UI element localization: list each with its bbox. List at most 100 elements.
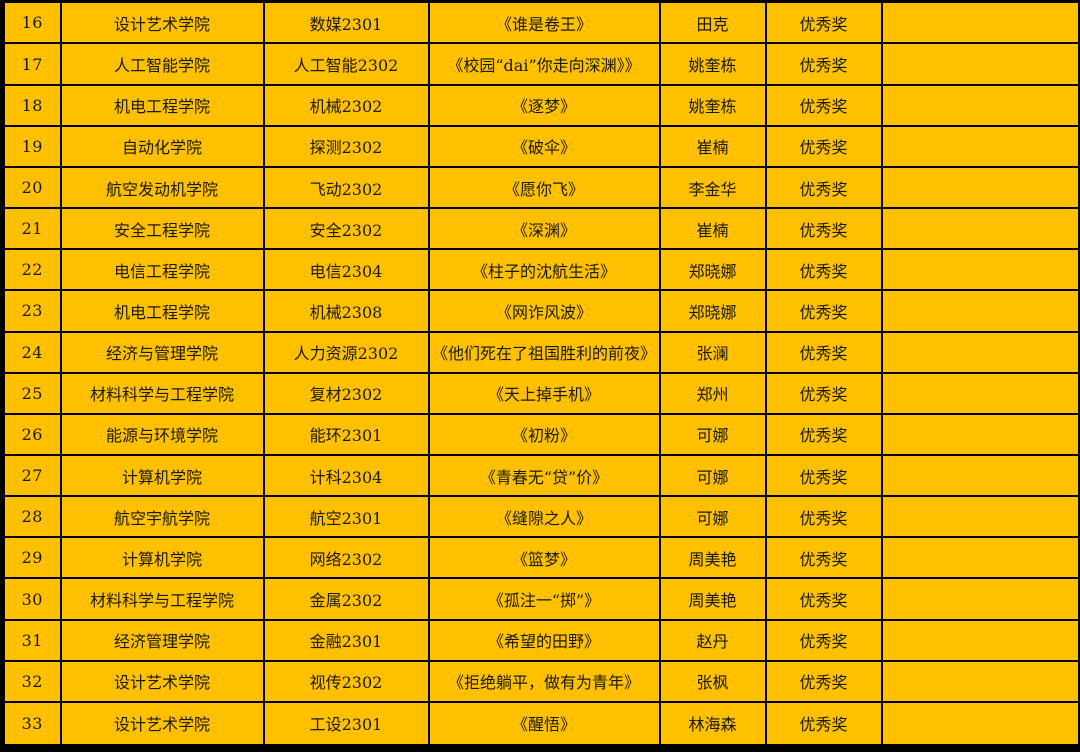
cell-award: 优秀奖 bbox=[764, 577, 883, 621]
cell-college: 经济与管理学院 bbox=[59, 330, 265, 374]
cell-award: 优秀奖 bbox=[764, 412, 883, 457]
table-row: 28 航空宇航学院 航空2301 《缝隙之人》 可娜 优秀奖 bbox=[1, 495, 1080, 539]
table-row: 30 材料科学与工程学院 金属2302 《孤注一“掷”》 周美艳 优秀奖 bbox=[1, 577, 1080, 621]
cell-notes-empty bbox=[880, 0, 1080, 45]
cell-work-title: 《青春无“贷”价》 bbox=[427, 454, 661, 498]
cell-class: 能环2301 bbox=[262, 412, 430, 457]
cell-serial-number: 32 bbox=[1, 659, 62, 703]
cell-notes-empty bbox=[880, 577, 1080, 621]
cell-college: 材料科学与工程学院 bbox=[59, 577, 265, 621]
table-row: 25 材料科学与工程学院 复材2302 《天上掉手机》 郑州 优秀奖 bbox=[1, 371, 1080, 415]
cell-class: 人工智能2302 bbox=[262, 42, 430, 86]
cell-notes-empty bbox=[880, 700, 1080, 750]
cell-author: 郑晓娜 bbox=[658, 248, 767, 292]
cell-serial-number: 19 bbox=[1, 124, 62, 168]
cell-class: 机械2302 bbox=[262, 83, 430, 127]
cell-serial-number: 18 bbox=[1, 83, 62, 127]
cell-college: 设计艺术学院 bbox=[59, 0, 265, 45]
cell-class: 工设2301 bbox=[262, 700, 430, 750]
table-row: 32 设计艺术学院 视传2302 《拒绝躺平，做有为青年》 张枫 优秀奖 bbox=[1, 659, 1080, 703]
cell-serial-number: 28 bbox=[1, 495, 62, 539]
cell-notes-empty bbox=[880, 289, 1080, 333]
cell-college: 机电工程学院 bbox=[59, 289, 265, 333]
cell-class: 飞动2302 bbox=[262, 165, 430, 210]
cell-author: 郑州 bbox=[658, 371, 767, 415]
cell-serial-number: 22 bbox=[1, 248, 62, 292]
cell-notes-empty bbox=[880, 83, 1080, 127]
cell-college: 设计艺术学院 bbox=[59, 659, 265, 703]
cell-serial-number: 23 bbox=[1, 289, 62, 333]
cell-college: 计算机学院 bbox=[59, 454, 265, 498]
cell-serial-number: 33 bbox=[1, 700, 62, 750]
cell-college: 航空发动机学院 bbox=[59, 165, 265, 210]
cell-work-title: 《篮梦》 bbox=[427, 536, 661, 580]
table-row: 31 经济管理学院 金融2301 《希望的田野》 赵丹 优秀奖 bbox=[1, 618, 1080, 662]
table-row: 22 电信工程学院 电信2304 《柱子的沈航生活》 郑晓娜 优秀奖 bbox=[1, 248, 1080, 292]
cell-work-title: 《孤注一“掷”》 bbox=[427, 577, 661, 621]
cell-author: 可娜 bbox=[658, 495, 767, 539]
cell-serial-number: 29 bbox=[1, 536, 62, 580]
cell-class: 金融2301 bbox=[262, 618, 430, 662]
cell-author: 张枫 bbox=[658, 659, 767, 703]
cell-serial-number: 31 bbox=[1, 618, 62, 662]
cell-award: 优秀奖 bbox=[764, 124, 883, 168]
cell-serial-number: 17 bbox=[1, 42, 62, 86]
cell-class: 网络2302 bbox=[262, 536, 430, 580]
cell-author: 姚奎栋 bbox=[658, 42, 767, 86]
cell-class: 探测2302 bbox=[262, 124, 430, 168]
table-row: 20 航空发动机学院 飞动2302 《愿你飞》 李金华 优秀奖 bbox=[1, 165, 1080, 210]
cell-notes-empty bbox=[880, 165, 1080, 210]
cell-award: 优秀奖 bbox=[764, 700, 883, 750]
table-row: 16 设计艺术学院 数媒2301 《谁是卷王》 田克 优秀奖 bbox=[1, 0, 1080, 45]
cell-work-title: 《初粉》 bbox=[427, 412, 661, 457]
cell-author: 崔楠 bbox=[658, 207, 767, 251]
cell-serial-number: 20 bbox=[1, 165, 62, 210]
cell-serial-number: 16 bbox=[1, 0, 62, 45]
cell-award: 优秀奖 bbox=[764, 371, 883, 415]
cell-work-title: 《谁是卷王》 bbox=[427, 0, 661, 45]
cell-work-title: 《逐梦》 bbox=[427, 83, 661, 127]
cell-class: 视传2302 bbox=[262, 659, 430, 703]
cell-college: 经济管理学院 bbox=[59, 618, 265, 662]
table-row: 27 计算机学院 计科2304 《青春无“贷”价》 可娜 优秀奖 bbox=[1, 454, 1080, 498]
cell-author: 张澜 bbox=[658, 330, 767, 374]
cell-notes-empty bbox=[880, 536, 1080, 580]
cell-class: 计科2304 bbox=[262, 454, 430, 498]
cell-class: 人力资源2302 bbox=[262, 330, 430, 374]
cell-award: 优秀奖 bbox=[764, 42, 883, 86]
cell-award: 优秀奖 bbox=[764, 454, 883, 498]
cell-work-title: 《网诈风波》 bbox=[427, 289, 661, 333]
table-row: 17 人工智能学院 人工智能2302 《校园“dai”你走向深渊》》 姚奎栋 优… bbox=[1, 42, 1080, 86]
cell-work-title: 《愿你飞》 bbox=[427, 165, 661, 210]
cell-college: 航空宇航学院 bbox=[59, 495, 265, 539]
cell-award: 优秀奖 bbox=[764, 0, 883, 45]
cell-notes-empty bbox=[880, 371, 1080, 415]
table-row: 24 经济与管理学院 人力资源2302 《他们死在了祖国胜利的前夜》 张澜 优秀… bbox=[1, 330, 1080, 374]
cell-class: 金属2302 bbox=[262, 577, 430, 621]
cell-notes-empty bbox=[880, 618, 1080, 662]
cell-serial-number: 27 bbox=[1, 454, 62, 498]
cell-notes-empty bbox=[880, 207, 1080, 251]
table-row: 19 自动化学院 探测2302 《破伞》 崔楠 优秀奖 bbox=[1, 124, 1080, 168]
cell-college: 材料科学与工程学院 bbox=[59, 371, 265, 415]
cell-college: 设计艺术学院 bbox=[59, 700, 265, 750]
cell-award: 优秀奖 bbox=[764, 165, 883, 210]
cell-notes-empty bbox=[880, 412, 1080, 457]
cell-serial-number: 24 bbox=[1, 330, 62, 374]
cell-author: 赵丹 bbox=[658, 618, 767, 662]
cell-college: 电信工程学院 bbox=[59, 248, 265, 292]
cell-class: 安全2302 bbox=[262, 207, 430, 251]
cell-award: 优秀奖 bbox=[764, 207, 883, 251]
cell-author: 林海森 bbox=[658, 700, 767, 750]
cell-work-title: 《拒绝躺平，做有为青年》 bbox=[427, 659, 661, 703]
cell-author: 李金华 bbox=[658, 165, 767, 210]
cell-author: 姚奎栋 bbox=[658, 83, 767, 127]
cell-serial-number: 25 bbox=[1, 371, 62, 415]
table-row: 23 机电工程学院 机械2308 《网诈风波》 郑晓娜 优秀奖 bbox=[1, 289, 1080, 333]
cell-author: 可娜 bbox=[658, 454, 767, 498]
cell-award: 优秀奖 bbox=[764, 618, 883, 662]
cell-award: 优秀奖 bbox=[764, 536, 883, 580]
cell-notes-empty bbox=[880, 124, 1080, 168]
